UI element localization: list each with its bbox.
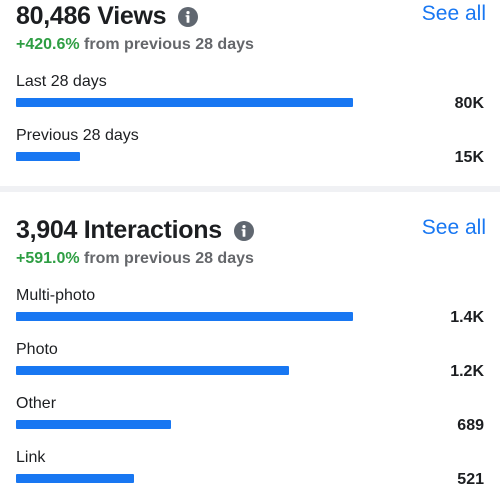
views-bar-last-28-days (16, 98, 353, 107)
interactions-card: 3,904 Interactions See all +591.0% from … (0, 192, 500, 500)
interactions-row-value: 1.4K (450, 309, 484, 326)
views-title: 80,486 Views (16, 2, 167, 30)
views-see-all-link[interactable]: See all (421, 2, 486, 25)
views-change-suffix: from previous 28 days (79, 36, 254, 53)
views-row-value: 15K (454, 149, 484, 166)
interactions-row-value: 521 (457, 471, 484, 488)
interactions-row-value: 689 (457, 417, 484, 434)
interactions-row-label: Other (16, 395, 57, 412)
interactions-title-row: 3,904 Interactions (16, 216, 484, 245)
views-card: 80,486 Views See all +420.6% from previo… (0, 0, 500, 186)
interactions-change-text: +591.0% from previous 28 days (16, 250, 254, 268)
interactions-row-label: Photo (16, 341, 58, 358)
interactions-title: 3,904 Interactions (16, 216, 222, 244)
interactions-change-suffix: from previous 28 days (79, 250, 254, 267)
interactions-row-label: Link (16, 449, 46, 466)
interactions-bar-other (16, 420, 171, 429)
interactions-bar-multi-photo (16, 312, 353, 321)
info-icon[interactable] (233, 220, 254, 241)
info-icon[interactable] (178, 6, 199, 27)
interactions-row-label: Multi-photo (16, 287, 96, 304)
interactions-row-value: 1.2K (450, 363, 484, 380)
views-row-label: Last 28 days (16, 73, 107, 90)
views-change-percent: +420.6% (16, 36, 80, 53)
section-divider (0, 186, 500, 192)
interactions-bar-link (16, 474, 134, 483)
views-change-text: +420.6% from previous 28 days (16, 36, 254, 54)
views-row-label: Previous 28 days (16, 127, 139, 144)
views-title-row: 80,486 Views (16, 2, 484, 31)
views-row-value: 80K (454, 95, 484, 112)
interactions-see-all-link[interactable]: See all (421, 216, 486, 239)
interactions-bar-photo (16, 366, 289, 375)
interactions-change-percent: +591.0% (16, 250, 80, 267)
views-bar-previous-28-days (16, 152, 80, 161)
